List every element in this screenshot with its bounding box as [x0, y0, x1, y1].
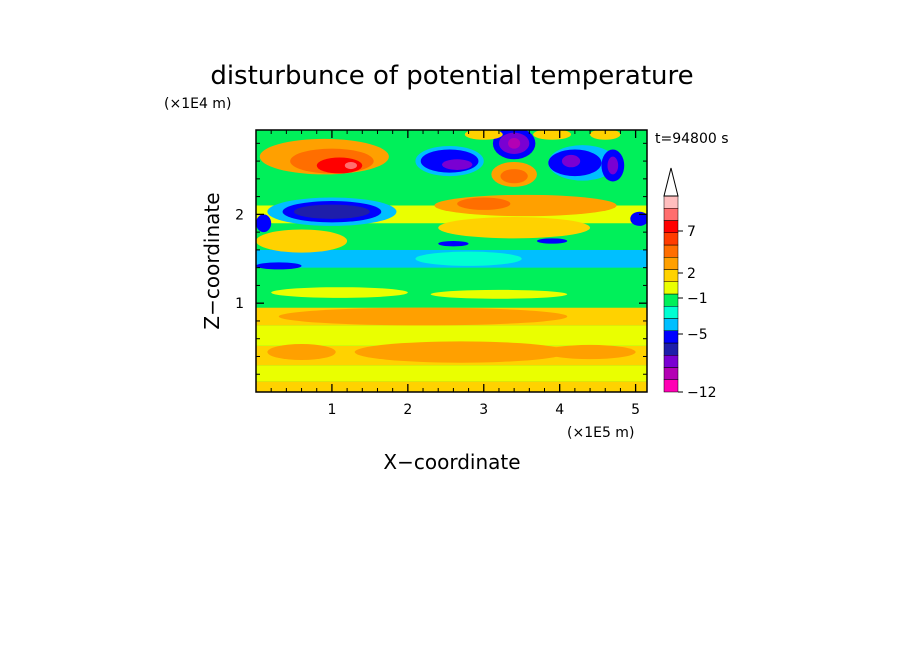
colorbar-swatch: [663, 269, 679, 282]
contour-region-40: [508, 137, 521, 149]
time-label: t=94800 s: [655, 131, 729, 147]
colorbar: −12−5−127: [663, 167, 717, 401]
plot-frame: [255, 129, 648, 393]
contour-region-21: [438, 217, 591, 239]
colorbar-tick-label: −12: [687, 385, 717, 401]
contour-region-11: [267, 344, 336, 361]
contour-region-16: [415, 251, 522, 266]
x-tick-label: 3: [479, 402, 488, 418]
colorbar-swatch: [663, 208, 679, 221]
colorbar-swatch: [663, 244, 679, 258]
contour-region-20: [256, 229, 348, 253]
colorbar-swatch: [663, 306, 679, 319]
contour-band-3: [256, 325, 647, 346]
contour-region-43: [561, 154, 581, 168]
chart-title: disturbunce of potential temperature: [210, 61, 693, 91]
colorbar-tick-label: −1: [687, 291, 708, 307]
colorbar-swatch: [663, 232, 679, 246]
contour-region-19: [536, 238, 568, 244]
contour-field: [256, 130, 647, 392]
colorbar-swatch: [663, 367, 679, 380]
contour-region-37: [500, 169, 528, 184]
x-tick-label: 2: [403, 402, 412, 418]
contour-region-28: [457, 197, 511, 210]
colorbar-swatch: [663, 220, 679, 233]
contour-region-15: [430, 289, 568, 299]
colorbar-swatch: [663, 355, 679, 368]
y-unit-label: (×1E4 m): [164, 96, 231, 112]
contour-region-14: [271, 287, 408, 298]
y-tick-label: 2: [235, 207, 244, 223]
colorbar-swatch: [663, 379, 679, 393]
contour-region-17: [256, 262, 302, 270]
colorbar-tick-label: 7: [687, 224, 696, 240]
contour-region-18: [438, 241, 469, 247]
y-axis-label: Z−coordinate: [200, 192, 224, 329]
contour-band-0: [256, 381, 647, 392]
colorbar-swatch: [663, 330, 679, 344]
colorbar-tick-label: 2: [687, 266, 696, 282]
colorbar-swatch: [663, 293, 679, 307]
x-tick-label: 5: [631, 402, 640, 418]
contour-region-24: [293, 204, 370, 219]
contour-region-31: [316, 157, 363, 174]
x-tick-label: 1: [327, 402, 336, 418]
contour-region-12: [544, 344, 636, 360]
contour-region-48: [590, 130, 621, 140]
x-tick-label: 4: [555, 402, 564, 418]
colorbar-swatch: [663, 257, 679, 270]
contour-region-10: [354, 341, 568, 363]
contour-region-47: [533, 130, 572, 140]
contour-region-35: [442, 159, 473, 170]
contour-region-26: [630, 211, 647, 226]
colorbar-swatch: [663, 281, 679, 295]
y-axis: 12: [235, 142, 647, 375]
contour-region-45: [607, 156, 619, 175]
colorbar-extend-arrow: [663, 167, 679, 197]
contour-region-25: [256, 214, 272, 233]
contour-region-32: [344, 161, 357, 170]
colorbar-swatch: [663, 342, 679, 356]
contour-region-13: [278, 307, 568, 326]
x-unit-label: (×1E5 m): [567, 425, 634, 441]
y-tick-label: 1: [235, 296, 244, 312]
x-axis-label: X−coordinate: [383, 450, 520, 474]
colorbar-swatch: [663, 195, 679, 209]
colorbar-tick-label: −5: [687, 327, 708, 343]
contour-band-1: [256, 365, 647, 382]
colorbar-swatch: [663, 318, 679, 331]
x-axis: 1 2 3 4 5: [270, 130, 640, 418]
